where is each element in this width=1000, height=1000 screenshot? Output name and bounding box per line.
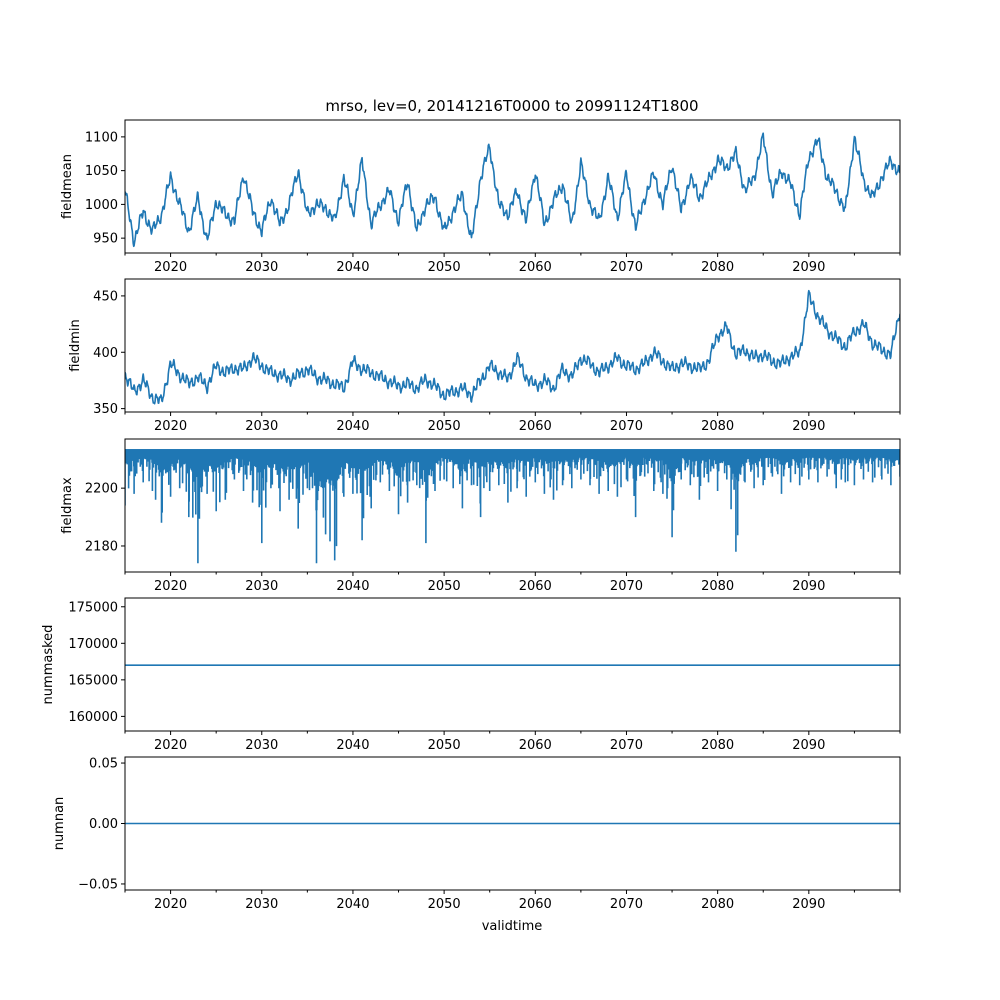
x-tick-label: 2070 — [610, 260, 643, 275]
x-tick-label: 2020 — [154, 738, 187, 753]
y-axis-label: fieldmean — [60, 154, 75, 219]
x-tick-label: 2050 — [428, 897, 461, 912]
y-tick-label: 0.00 — [89, 817, 118, 832]
x-tick-label: 2060 — [519, 738, 552, 753]
x-tick-label: 2090 — [792, 738, 825, 753]
y-tick-label: 0.05 — [89, 757, 118, 772]
y-axis-label: fieldmax — [60, 477, 75, 534]
y-tick-label: 950 — [93, 232, 118, 247]
chart-title: mrso, lev=0, 20141216T0000 to 20991124T1… — [325, 97, 698, 115]
panel-frame — [124, 278, 901, 413]
panel-fieldmin: 350 400 450 fieldmin 2020 2030 2040 2050 2060 207… — [68, 278, 901, 434]
y-tick-label: 450 — [93, 289, 118, 304]
x-tick-label: 2040 — [336, 260, 369, 275]
x-tick-label: 2090 — [792, 419, 825, 434]
y-tick-label: 1100 — [85, 130, 118, 145]
x-tick-label: 2060 — [519, 419, 552, 434]
fieldmean-series — [125, 132, 900, 248]
x-tick-label: 2080 — [701, 419, 734, 434]
y-axis-label: nummasked — [41, 625, 56, 705]
x-tick-label: 2040 — [336, 738, 369, 753]
x-axis-label: validtime — [482, 919, 543, 934]
x-tick-label: 2050 — [428, 579, 461, 594]
x-tick-label: 2050 — [428, 260, 461, 275]
panel-frame — [124, 119, 901, 254]
y-tick-label: 1000 — [85, 198, 118, 213]
y-axis-label: fieldmin — [68, 319, 83, 372]
fieldmean-line — [125, 132, 900, 248]
y-tick-label: −0.05 — [78, 877, 118, 892]
x-tick-label: 2070 — [610, 579, 643, 594]
x-tick-label: 2060 — [519, 260, 552, 275]
x-tick-label: 2020 — [154, 579, 187, 594]
panel-frame — [124, 438, 901, 573]
x-tick-label: 2040 — [336, 579, 369, 594]
fieldmin-series — [125, 289, 900, 405]
x-tick-label: 2030 — [245, 738, 278, 753]
x-tick-label: 2020 — [154, 419, 187, 434]
x-tick-label: 2080 — [701, 579, 734, 594]
x-tick-label: 2090 — [792, 260, 825, 275]
y-tick-label: 400 — [93, 346, 118, 361]
x-tick-label: 2020 — [154, 260, 187, 275]
x-tick-label: 2040 — [336, 419, 369, 434]
x-tick-label: 2030 — [245, 419, 278, 434]
x-tick-label: 2090 — [792, 897, 825, 912]
y-tick-label: 175000 — [68, 600, 118, 615]
panels: 950 1000 1050 1100 fieldmean 2020 2030 2040 2050… — [41, 119, 901, 912]
x-tick-label: 2050 — [428, 738, 461, 753]
x-tick-label: 2080 — [701, 738, 734, 753]
y-tick-label: 165000 — [68, 673, 118, 688]
fieldmin-line — [125, 289, 900, 405]
x-tick-label: 2070 — [610, 897, 643, 912]
x-tick-label: 2050 — [428, 419, 461, 434]
panel-nummasked: 160000 165000 170000 175000 nummasked 2020 203… — [41, 597, 901, 753]
fieldmax-line — [125, 449, 900, 564]
y-tick-label: 2200 — [85, 482, 118, 497]
x-tick-label: 2030 — [245, 579, 278, 594]
x-tick-label: 2060 — [519, 897, 552, 912]
y-tick-label: 170000 — [68, 637, 118, 652]
panel-fieldmean: 950 1000 1050 1100 fieldmean 2020 2030 2040 2050… — [60, 119, 901, 275]
y-tick-label: 350 — [93, 402, 118, 417]
fieldmax-series — [125, 449, 900, 564]
x-tick-label: 2040 — [336, 897, 369, 912]
x-tick-label: 2030 — [245, 897, 278, 912]
y-tick-label: 1050 — [85, 164, 118, 179]
panel-frame — [124, 597, 901, 732]
x-tick-label: 2070 — [610, 738, 643, 753]
panel-fieldmax: 2180 2200 fieldmax 2020 2030 2040 2050 2060 2070… — [60, 438, 901, 594]
y-tick-label: 2180 — [85, 539, 118, 554]
x-tick-label: 2070 — [610, 419, 643, 434]
x-tick-label: 2030 — [245, 260, 278, 275]
y-tick-label: 160000 — [68, 710, 118, 725]
x-tick-label: 2090 — [792, 579, 825, 594]
x-tick-label: 2060 — [519, 579, 552, 594]
y-axis-label: numnan — [52, 797, 67, 851]
panel-numnan: −0.05 0.00 0.05 numnan 2020 2030 2040 2050 2060 2… — [52, 756, 901, 912]
x-tick-label: 2020 — [154, 897, 187, 912]
x-tick-label: 2080 — [701, 897, 734, 912]
x-tick-label: 2080 — [701, 260, 734, 275]
